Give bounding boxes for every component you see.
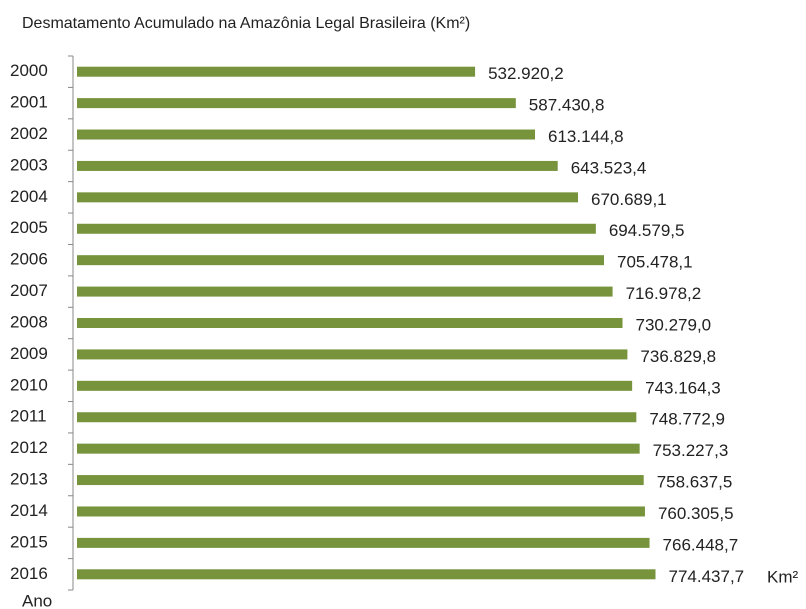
data-label: 753.227,3 (653, 441, 729, 460)
data-label: 758.637,5 (657, 473, 733, 492)
bar (77, 506, 645, 517)
chart-title: Desmatamento Acumulado na Amazônia Legal… (22, 15, 470, 32)
y-tick-label: 2001 (10, 93, 48, 112)
x-unit-label: Km² (767, 567, 799, 586)
data-label: 730.279,0 (636, 315, 712, 334)
y-tick-label: 2004 (10, 187, 48, 206)
y-tick-label: 2011 (10, 407, 47, 426)
data-label: 613.144,8 (548, 127, 624, 146)
data-label: 743.164,3 (645, 378, 721, 397)
bar (77, 98, 516, 109)
bar (77, 223, 596, 234)
data-label: 736.829,8 (640, 347, 716, 366)
bar (77, 255, 604, 266)
y-axis-label: Ano (22, 591, 52, 609)
y-tick-label: 2006 (10, 250, 48, 269)
y-tick-label: 2007 (10, 281, 48, 300)
bar (77, 412, 637, 423)
data-label: 705.478,1 (617, 253, 693, 272)
y-tick-label: 2005 (10, 218, 48, 237)
y-tick-label: 2000 (10, 61, 48, 80)
data-label: 748.772,9 (649, 410, 725, 429)
data-label: 587.430,8 (529, 96, 605, 115)
bar (77, 129, 536, 140)
y-tick-label: 2010 (10, 375, 48, 394)
y-tick-label: 2003 (10, 155, 48, 174)
data-label: 766.448,7 (663, 535, 739, 554)
bar (77, 192, 579, 203)
y-tick-label: 2002 (10, 124, 48, 143)
data-label: 643.523,4 (571, 158, 647, 177)
bar (77, 160, 558, 171)
y-tick-label: 2016 (10, 564, 48, 583)
y-tick-label: 2015 (10, 532, 48, 551)
data-label: 670.689,1 (591, 190, 667, 209)
bar (77, 349, 628, 360)
bar (77, 380, 633, 391)
bar (77, 475, 644, 486)
data-label: 760.305,5 (658, 504, 734, 523)
data-label: 532.920,2 (488, 64, 564, 83)
bar (77, 443, 640, 454)
y-tick-label: 2014 (10, 501, 48, 520)
bar (77, 66, 476, 77)
bar (77, 537, 650, 548)
y-tick-label: 2009 (10, 344, 48, 363)
bar (77, 286, 613, 297)
y-tick-label: 2012 (10, 438, 48, 457)
bar (77, 569, 656, 580)
y-tick-label: 2008 (10, 312, 48, 331)
y-tick-label: 2013 (10, 470, 48, 489)
bar (77, 318, 623, 328)
data-label: 694.579,5 (609, 221, 685, 240)
data-label: 774.437,7 (669, 567, 745, 586)
data-label: 716.978,2 (626, 284, 702, 303)
